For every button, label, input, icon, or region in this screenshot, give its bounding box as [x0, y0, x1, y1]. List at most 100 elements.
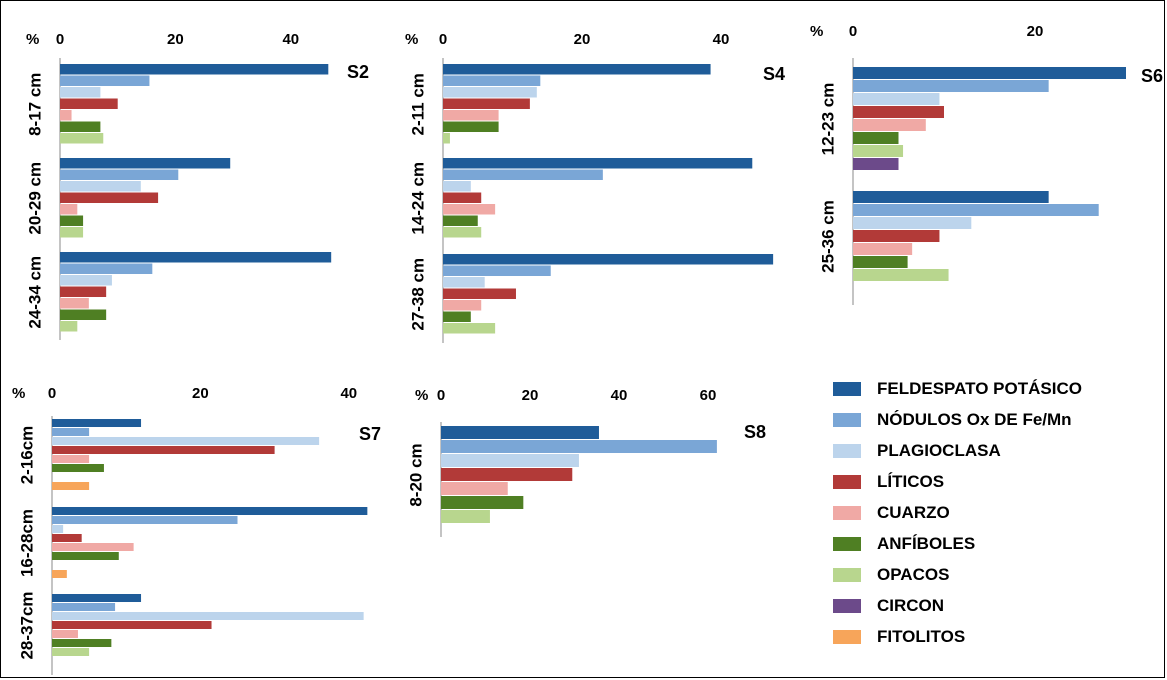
s7-bar-2-feldespato [52, 507, 368, 515]
s6-bar-1-cuarzo [853, 119, 926, 131]
s6-group-label-1: 12-23 cm [818, 83, 837, 156]
s6-title: S6 [1141, 66, 1163, 86]
s6-bar-1-nodulos [853, 80, 1049, 92]
s8-bar-1-opacos [441, 510, 490, 523]
s7-bar-1-liticos [52, 446, 275, 454]
s4-unit-label: % [405, 31, 418, 48]
s8-bar-1-liticos [441, 468, 573, 481]
s7-bar-2-anfiboles [52, 552, 119, 560]
s2-bar-1-liticos [60, 98, 118, 109]
s8-group-label-1: 8-20 cm [406, 443, 425, 506]
s7-group-label-2: 16-28cm [17, 509, 36, 577]
s6-bar-2-opacos [853, 269, 949, 281]
s7-bar-1-feldespato [52, 419, 142, 427]
s2-tick-label-40: 40 [282, 31, 299, 48]
s8-tick-label-20: 20 [522, 387, 539, 404]
s6-unit-label: % [810, 23, 823, 40]
legend-swatch-circon [833, 599, 861, 613]
s4-bar-3-opacos [443, 323, 496, 334]
s4-bar-2-cuarzo [443, 204, 496, 215]
s2-bar-3-anfiboles [60, 309, 107, 320]
s2-title: S2 [347, 62, 369, 82]
s2-bar-1-cuarzo [60, 110, 72, 121]
s4-bar-3-feldespato [443, 254, 774, 265]
legend-swatch-nodulos [833, 413, 861, 427]
s7-bar-3-cuarzo [52, 630, 78, 638]
legend-swatch-anfiboles [833, 537, 861, 551]
s6-bar-1-liticos [853, 106, 944, 118]
s4-group-label-1: 2-11 cm [408, 73, 427, 135]
s4-bar-3-cuarzo [443, 300, 482, 311]
s2-group-label-3: 24-34 cm [25, 256, 44, 329]
s6-group-label-2: 25-36 cm [818, 200, 837, 273]
s4-bar-3-nodulos [443, 265, 551, 276]
s2-bar-2-opacos [60, 227, 84, 238]
s2-bar-3-cuarzo [60, 298, 89, 309]
s7-bar-2-liticos [52, 534, 82, 542]
s4-bar-2-liticos [443, 192, 482, 203]
s2-bar-3-feldespato [60, 252, 332, 263]
s6-bar-2-liticos [853, 230, 940, 242]
s8-tick-label-40: 40 [611, 387, 628, 404]
legend-label-cuarzo: CUARZO [877, 503, 950, 522]
s7-bar-1-cuarzo [52, 455, 90, 463]
s7-tick-label-0: 0 [48, 385, 56, 402]
s6-bar-2-plagioclasa [853, 217, 972, 229]
s7-bar-3-nodulos [52, 603, 116, 611]
s7-bar-2-nodulos [52, 516, 238, 524]
s8-bar-1-cuarzo [441, 482, 508, 495]
s6-bar-1-feldespato [853, 67, 1126, 79]
s2-bar-3-liticos [60, 286, 107, 297]
s7-bar-1-nodulos [52, 428, 90, 436]
legend-label-fitolitos: FITOLITOS [877, 627, 966, 646]
s2-group-label-2: 20-29 cm [25, 162, 44, 235]
s7-bar-1-anfiboles [52, 464, 104, 472]
s8-unit-label: % [415, 387, 428, 404]
s4-bar-1-feldespato [443, 64, 711, 75]
s2-bar-2-plagioclasa [60, 181, 141, 192]
s4-group-label-3: 27-38 cm [408, 258, 427, 331]
s6-bar-2-cuarzo [853, 243, 913, 255]
s2-bar-1-anfiboles [60, 121, 101, 132]
s6-bar-1-anfiboles [853, 132, 899, 144]
s2-bar-2-nodulos [60, 169, 179, 180]
s7-group-label-3: 28-37cm [17, 591, 36, 659]
s6-bar-1-opacos [853, 145, 904, 157]
legend-swatch-feldespato [833, 382, 861, 396]
s2-tick-label-20: 20 [167, 31, 184, 48]
s8-bar-1-plagioclasa [441, 454, 579, 467]
s4-tick-label-20: 20 [574, 31, 591, 48]
legend-label-anfiboles: ANFÍBOLES [877, 534, 976, 553]
legend-swatch-liticos [833, 475, 861, 489]
s4-bar-1-anfiboles [443, 121, 499, 132]
s7-group-label-1: 2-16cm [17, 426, 36, 485]
s8-tick-label-0: 0 [437, 387, 445, 404]
s4-bar-3-anfiboles [443, 311, 471, 322]
legend-label-circon: CIRCON [877, 596, 945, 615]
s4-bar-1-liticos [443, 98, 530, 109]
s4-bar-2-opacos [443, 227, 482, 238]
s2-unit-label: % [26, 31, 39, 48]
s7-bar-3-anfiboles [52, 639, 112, 647]
s4-bar-1-nodulos [443, 75, 541, 86]
s7-bar-2-plagioclasa [52, 525, 64, 533]
s6-tick-label-20: 20 [1027, 23, 1044, 40]
s2-bar-2-anfiboles [60, 215, 84, 226]
s2-bar-1-opacos [60, 133, 104, 144]
s7-bar-2-cuarzo [52, 543, 134, 551]
legend-swatch-opacos [833, 568, 861, 582]
s7-title: S7 [359, 424, 381, 444]
s2-bar-3-nodulos [60, 263, 153, 274]
s2-bar-1-feldespato [60, 64, 329, 75]
s6-bar-2-feldespato [853, 191, 1049, 203]
s7-bar-2-fitolitos [52, 570, 67, 578]
s2-bar-2-feldespato [60, 158, 231, 169]
s7-tick-label-40: 40 [340, 385, 357, 402]
s4-tick-label-40: 40 [713, 31, 730, 48]
s4-bar-1-opacos [443, 133, 450, 144]
s4-tick-label-0: 0 [439, 31, 447, 48]
s2-group-label-1: 8-17 cm [25, 73, 44, 136]
s8-bar-1-anfiboles [441, 496, 524, 509]
s4-bar-2-plagioclasa [443, 181, 471, 192]
